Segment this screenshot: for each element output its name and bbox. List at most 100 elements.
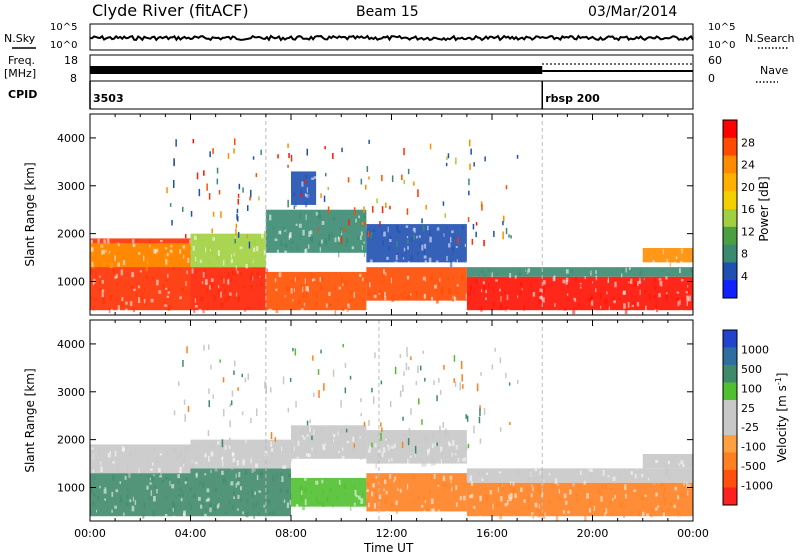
heatmap-cell — [213, 507, 217, 511]
heatmap-cell — [323, 446, 326, 451]
heatmap-cell — [538, 300, 540, 306]
heatmap-cell — [630, 269, 632, 272]
heatmap-cell — [244, 469, 248, 476]
heatmap-speckle — [236, 208, 239, 214]
heatmap-cell — [237, 481, 240, 486]
heatmap-cell — [423, 255, 427, 259]
heatmap-cell — [233, 252, 235, 257]
heatmap-cell — [174, 508, 176, 512]
heatmap-speckle — [471, 238, 474, 245]
heatmap-cell — [281, 446, 283, 452]
heatmap-cell — [512, 481, 515, 486]
heatmap-cell — [100, 287, 102, 291]
colorbar-tick-label: -1000 — [741, 480, 773, 493]
heatmap-cell — [224, 288, 226, 293]
heatmap-speckle — [173, 410, 176, 416]
heatmap-cell — [251, 259, 254, 263]
heatmap-cell — [153, 496, 156, 502]
heatmap-cell — [566, 293, 569, 296]
heatmap-cell — [284, 464, 287, 469]
heatmap-cell — [133, 288, 136, 292]
heatmap-cell — [309, 230, 313, 235]
heatmap-cell — [205, 452, 207, 458]
heatmap-speckle — [399, 390, 402, 397]
heatmap-band — [366, 430, 467, 464]
heatmap-speckle — [460, 361, 463, 369]
heatmap-cell — [378, 448, 381, 453]
heatmap-cell — [606, 291, 608, 295]
heatmap-cell — [562, 279, 566, 284]
heatmap-speckle — [175, 139, 177, 147]
heatmap-cell — [181, 492, 184, 497]
heatmap-cell — [422, 276, 425, 281]
heatmap-cell — [302, 506, 305, 511]
heatmap-speckle — [364, 221, 367, 226]
heatmap-speckle — [203, 344, 205, 351]
heatmap-cell — [379, 225, 381, 228]
heatmap-cell — [680, 310, 683, 314]
heatmap-cell — [604, 299, 608, 305]
heatmap-speckle — [360, 178, 363, 185]
x-tick-label: 20:00 — [577, 527, 609, 540]
heatmap-cell — [137, 255, 139, 258]
heatmap-cell — [394, 476, 397, 481]
heatmap-cell — [390, 277, 392, 284]
heatmap-cell — [623, 303, 626, 309]
heatmap-cell — [153, 448, 155, 454]
heatmap-cell — [589, 499, 592, 505]
heatmap-cell — [237, 479, 240, 482]
heatmap-cell — [180, 490, 184, 493]
heatmap-cell — [107, 453, 111, 458]
heatmap-cell — [572, 482, 576, 486]
heatmap-cell — [130, 285, 134, 289]
heatmap-cell — [659, 280, 661, 286]
heatmap-cell — [621, 273, 623, 278]
heatmap-speckle — [410, 408, 412, 415]
colorbar-tick-label: 12 — [741, 225, 755, 238]
heatmap-speckle — [366, 166, 369, 172]
heatmap-cell — [182, 457, 186, 464]
heatmap-cell — [246, 498, 249, 504]
heatmap-cell — [381, 273, 383, 278]
heatmap-cell — [129, 453, 133, 457]
heatmap-cell — [236, 270, 239, 274]
heatmap-cell — [245, 511, 249, 518]
heatmap-cell — [607, 475, 610, 478]
heatmap-speckle — [380, 432, 382, 441]
heatmap-cell — [600, 305, 602, 309]
heatmap-cell — [384, 498, 387, 504]
heatmap-cell — [531, 484, 533, 488]
heatmap-cell — [101, 280, 104, 284]
heatmap-cell — [480, 306, 483, 312]
heatmap-cell — [124, 283, 126, 288]
heatmap-cell — [178, 488, 182, 491]
heatmap-cell — [496, 272, 498, 276]
heatmap-cell — [309, 237, 311, 241]
heatmap-cell — [656, 310, 659, 313]
heatmap-cell — [172, 508, 174, 512]
heatmap-cell — [307, 194, 310, 198]
heatmap-cell — [565, 279, 568, 285]
heatmap-cell — [151, 476, 155, 481]
heatmap-speckle — [380, 380, 383, 385]
heatmap-cell — [573, 297, 576, 301]
heatmap-cell — [588, 468, 590, 472]
colorbar-tick-label: 25 — [741, 402, 755, 415]
heatmap-cell — [138, 468, 140, 474]
heatmap-cell — [406, 236, 409, 239]
heatmap-cell — [604, 483, 607, 490]
heatmap-cell — [385, 272, 387, 276]
heatmap-cell — [283, 244, 286, 247]
heatmap-cell — [472, 506, 474, 511]
heatmap-cell — [590, 474, 593, 479]
heatmap-cell — [332, 438, 335, 443]
heatmap-cell — [530, 471, 532, 477]
heatmap-cell — [300, 493, 303, 499]
heatmap-cell — [305, 214, 307, 221]
heatmap-cell — [517, 295, 519, 299]
heatmap-speckle — [196, 172, 199, 180]
heatmap-cell — [663, 489, 666, 493]
heatmap-speckle — [370, 231, 373, 239]
heatmap-cell — [652, 260, 655, 263]
cpid-segment-label: 3503 — [93, 92, 124, 105]
